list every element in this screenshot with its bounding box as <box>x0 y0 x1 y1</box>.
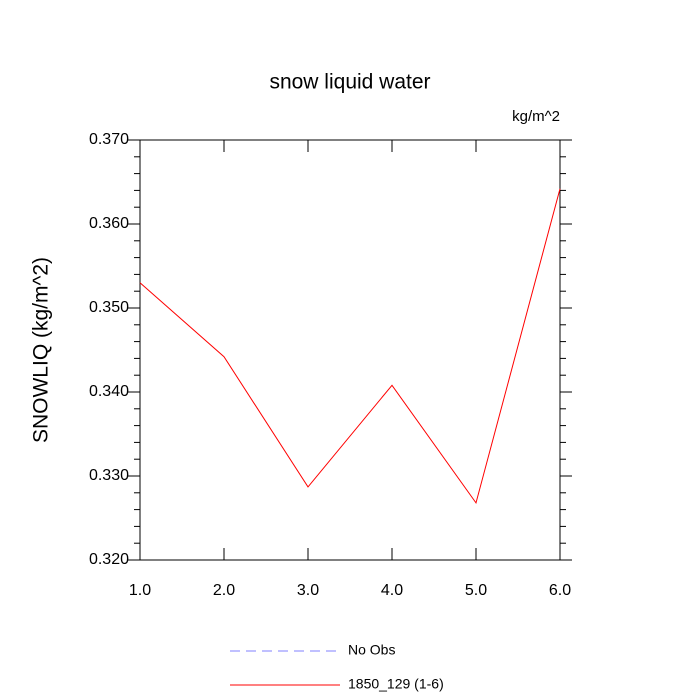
y-tick-label: 0.330 <box>89 467 129 484</box>
x-tick-label: 1.0 <box>129 582 151 599</box>
legend-label: No Obs <box>348 642 395 658</box>
units-label: kg/m^2 <box>512 108 560 125</box>
x-tick-label: 2.0 <box>213 582 235 599</box>
x-tick-label: 6.0 <box>549 582 571 599</box>
plot-frame <box>139 139 561 561</box>
y-tick-label: 0.340 <box>89 383 129 400</box>
series-line <box>139 188 561 505</box>
x-tick-label: 5.0 <box>465 582 487 599</box>
chart-title: snow liquid water <box>269 71 430 94</box>
y-tick-label: 0.320 <box>89 551 129 568</box>
y-tick-label: 0.370 <box>89 131 129 148</box>
x-tick-label: 3.0 <box>297 582 319 599</box>
y-tick-label: 0.350 <box>89 299 129 316</box>
legend-label: 1850_129 (1-6) <box>348 676 444 692</box>
x-tick-label: 4.0 <box>381 582 403 599</box>
y-tick-label: 0.360 <box>89 215 129 232</box>
y-axis-label: SNOWLIQ (kg/m^2) <box>30 257 53 443</box>
